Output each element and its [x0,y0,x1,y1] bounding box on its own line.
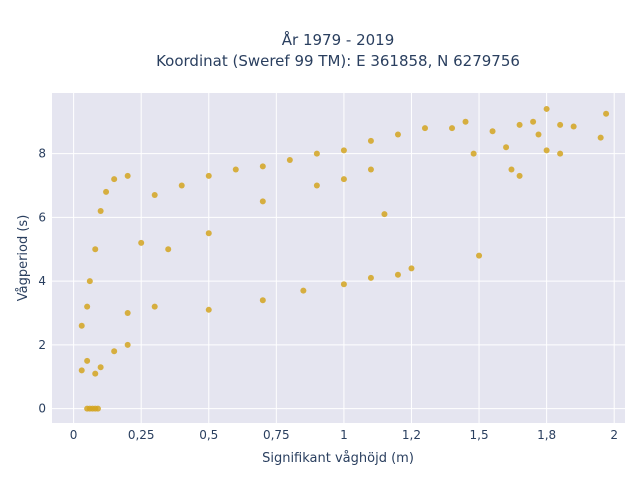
data-point [508,166,515,173]
data-point [92,246,99,253]
x-tick-label: 1,8 [537,428,556,442]
data-point [286,156,293,163]
data-point [535,131,542,138]
data-point [92,370,99,377]
x-tick-label: 1 [340,428,348,442]
data-point [259,198,266,205]
data-point [151,303,158,310]
data-point [151,192,158,199]
tick-labels: 0 0,25 0,5 0,75 1 1,2 1,5 1,8 2 0 2 4 6 8 [38,147,618,442]
data-point [367,274,374,281]
data-point [340,147,347,154]
data-point [489,128,496,135]
data-point [313,150,320,157]
data-point [124,310,131,316]
data-point [381,211,388,218]
data-point [205,306,212,313]
data-point [94,405,101,412]
data-point [178,182,185,189]
data-point [138,239,145,246]
data-point [111,348,118,355]
data-point [516,172,523,179]
data-point [367,137,374,144]
data-points [78,105,610,412]
data-point [232,166,239,173]
data-point [84,357,91,364]
data-point [124,172,131,179]
data-point [394,271,401,278]
x-tick-label: 1,2 [402,428,421,442]
data-point [111,176,118,183]
data-point [408,265,415,272]
y-tick-label: 6 [38,210,46,224]
y-tick-label: 4 [38,274,46,288]
y-axis-title: Vågperiod (s) [16,215,31,302]
data-point [367,166,374,173]
x-tick-label: 1,5 [470,428,489,442]
y-tick-label: 2 [38,338,46,352]
data-point [205,230,212,237]
data-point [394,131,401,138]
data-point [603,110,610,117]
data-point [259,163,266,170]
x-tick-label: 0 [70,428,78,442]
plot-area [52,93,625,423]
y-tick-label: 8 [38,147,46,161]
chart-title-line1: År 1979 - 2019 [282,30,395,49]
data-point [86,278,93,285]
data-point [84,303,91,310]
data-point [97,207,104,214]
data-point [300,287,307,294]
data-point [259,297,266,304]
data-point [597,134,604,141]
data-point [124,341,131,348]
data-point [103,188,110,195]
data-point [543,105,550,112]
data-point [313,182,320,189]
x-tick-label: 0,5 [199,428,218,442]
data-point [503,144,510,151]
data-point [205,172,212,179]
y-tick-label: 0 [38,402,46,416]
data-point [543,147,550,154]
data-point [557,121,564,128]
data-point [78,322,85,329]
x-axis-title: Signifikant våghöjd (m) [262,451,414,466]
x-tick-label: 0,25 [128,428,155,442]
chart-title-line2: Koordinat (Sweref 99 TM): E 361858, N 62… [156,52,520,70]
data-point [421,125,428,132]
data-point [165,246,172,253]
data-point [516,121,523,128]
data-point [470,150,477,157]
data-point [462,118,469,125]
data-point [570,123,577,130]
data-point [476,252,483,259]
data-point [78,367,85,374]
data-point [340,176,347,183]
data-point [340,281,347,288]
x-tick-label: 0,75 [263,428,290,442]
data-point [449,125,456,132]
x-tick-label: 2 [610,428,618,442]
data-point [557,150,564,157]
data-point [97,364,104,371]
data-point [530,118,537,125]
